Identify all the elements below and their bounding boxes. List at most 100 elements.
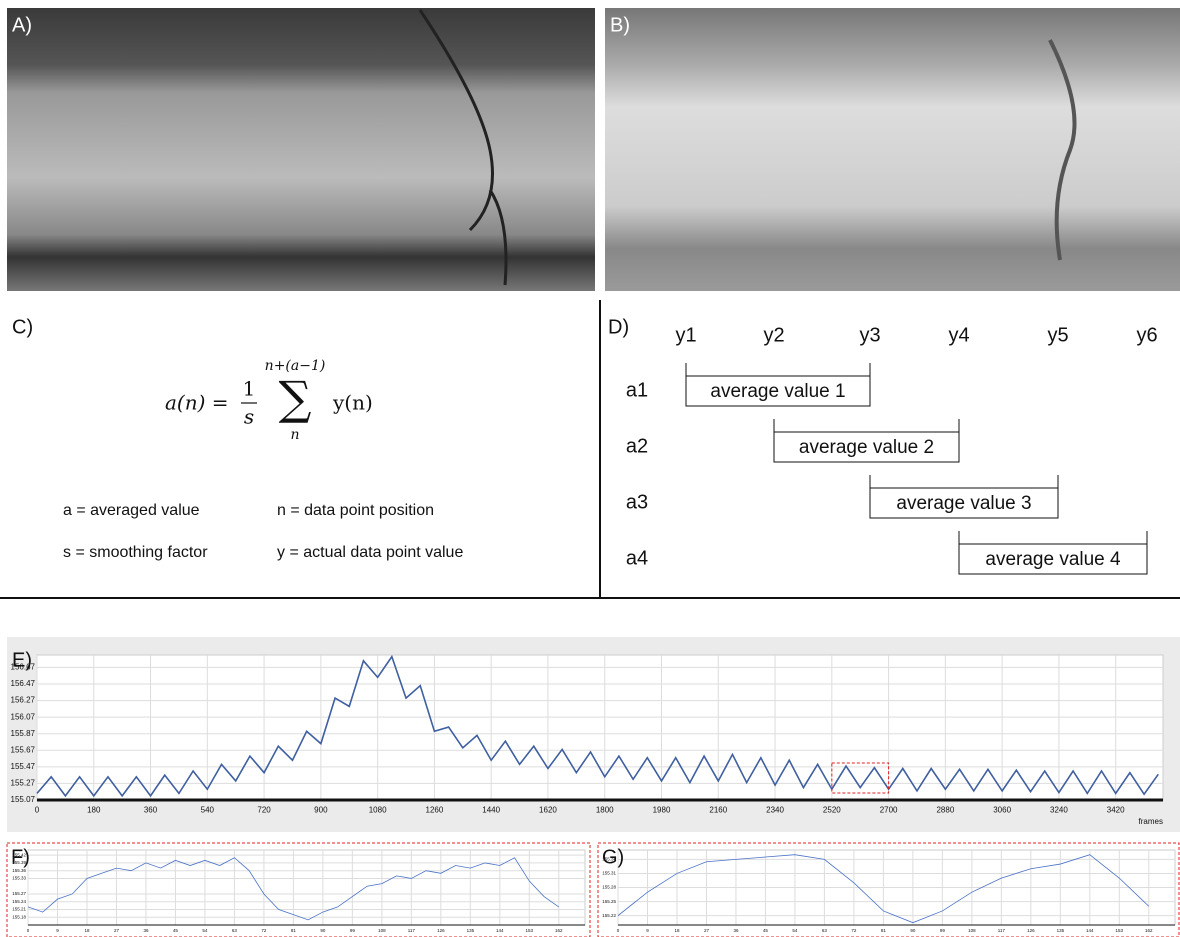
y-tick-label: 155.42 [12,852,26,857]
x-tick-label: 0 [35,806,40,815]
x-tick-label: 18 [674,928,680,933]
row-label: a3 [626,491,648,513]
box-label: average value 1 [710,381,845,402]
y-tick-label: 155.28 [602,885,616,890]
formula-den: s [244,405,254,429]
highlight-box [831,762,890,794]
box-label: average value 2 [799,437,934,458]
formula-upper: n+(a−1) [265,358,326,374]
x-tick-label: 63 [822,928,828,933]
x-axis-label: frames [1139,817,1163,826]
x-tick-label: 45 [763,928,769,933]
panel-label: A) [12,14,32,36]
legend-text: a = averaged value [63,502,200,519]
x-tick-label: 90 [320,928,326,933]
y-tick-label: 155.07 [11,795,36,804]
x-tick-label: 2880 [936,806,954,815]
y-tick-label: 155.24 [12,899,26,904]
panel-label: F) [11,846,30,868]
y-tick-label: 156.07 [11,712,36,721]
panel-label: B) [610,14,630,36]
x-tick-label: 27 [114,928,120,933]
y-tick-label: 155.18 [12,914,26,919]
x-tick-label: 1620 [539,806,557,815]
x-tick-label: 162 [1145,928,1153,933]
x-tick-label: 2520 [823,806,841,815]
x-tick-label: 2700 [880,806,898,815]
average-box [773,431,960,463]
y-tick-label: 155.47 [11,762,36,771]
row-label: a1 [626,379,648,401]
formula-lower: n [290,427,299,443]
formula-term: y(n) [332,391,373,415]
y-tick-label: 155.21 [12,907,26,912]
panel-label: C) [12,316,33,338]
x-tick-label: 0 [27,928,30,933]
row-label: a4 [626,547,648,569]
x-tick-label: 9 [56,928,59,933]
formula-num: 1 [243,377,256,401]
x-tick-label: 0 [617,928,620,933]
x-tick-label: 81 [881,928,887,933]
legend-text: s = smoothing factor [63,544,208,561]
x-tick-label: 72 [851,928,857,933]
legend-text: y = actual data point value [277,544,463,561]
x-tick-label: 99 [350,928,356,933]
x-tick-label: 2160 [709,806,727,815]
y-tick-label: 155.22 [602,913,616,918]
y-tick-label: 156.47 [11,679,36,688]
x-tick-label: 135 [467,928,475,933]
x-tick-label: 1800 [596,806,614,815]
y-tick-label: 155.31 [602,871,616,876]
y-tick-label: 156.27 [11,696,36,705]
x-tick-label: 54 [792,928,798,933]
x-tick-label: 108 [378,928,386,933]
x-tick-label: 63 [232,928,238,933]
column-label: y3 [859,324,880,346]
y-tick-label: 155.39 [12,860,26,865]
data-line [27,857,560,921]
x-tick-label: 1980 [653,806,671,815]
x-tick-label: 180 [87,806,101,815]
x-tick-label: 162 [555,928,563,933]
x-tick-label: 45 [173,928,179,933]
x-tick-label: 144 [496,928,504,933]
column-label: y5 [1047,324,1068,346]
x-tick-label: 540 [201,806,215,815]
x-tick-label: 1440 [482,806,500,815]
x-tick-label: 99 [940,928,946,933]
x-tick-label: 108 [968,928,976,933]
x-tick-label: 135 [1057,928,1065,933]
y-tick-label: 155.27 [11,779,36,788]
y-tick-label: 155.33 [12,876,26,881]
plot-area [36,654,1164,801]
y-tick-label: 155.36 [12,868,26,873]
x-tick-label: 2340 [766,806,784,815]
average-box [685,375,871,407]
image-a [7,8,595,291]
column-label: y2 [763,324,784,346]
legend-text: n = data point position [277,502,434,519]
average-box [958,543,1148,575]
x-tick-label: 36 [733,928,739,933]
formula-sigma: ∑ [279,371,312,425]
x-tick-label: 27 [704,928,710,933]
panel-label: E) [12,649,32,671]
column-label: y4 [948,324,969,346]
formula-lhs: a(n) = [165,391,229,415]
image-b [605,8,1180,291]
x-tick-label: 126 [1027,928,1035,933]
box-label: average value 3 [896,493,1031,514]
x-tick-label: 1080 [369,806,387,815]
y-tick-label: 156.67 [11,663,36,672]
vessel [418,9,508,286]
x-tick-label: 9 [646,928,649,933]
x-tick-label: 153 [526,928,534,933]
vessel [1048,39,1077,261]
x-tick-label: 1260 [426,806,444,815]
plot-area [27,849,586,926]
y-tick-label: 155.34 [602,857,616,862]
x-tick-label: 153 [1116,928,1124,933]
